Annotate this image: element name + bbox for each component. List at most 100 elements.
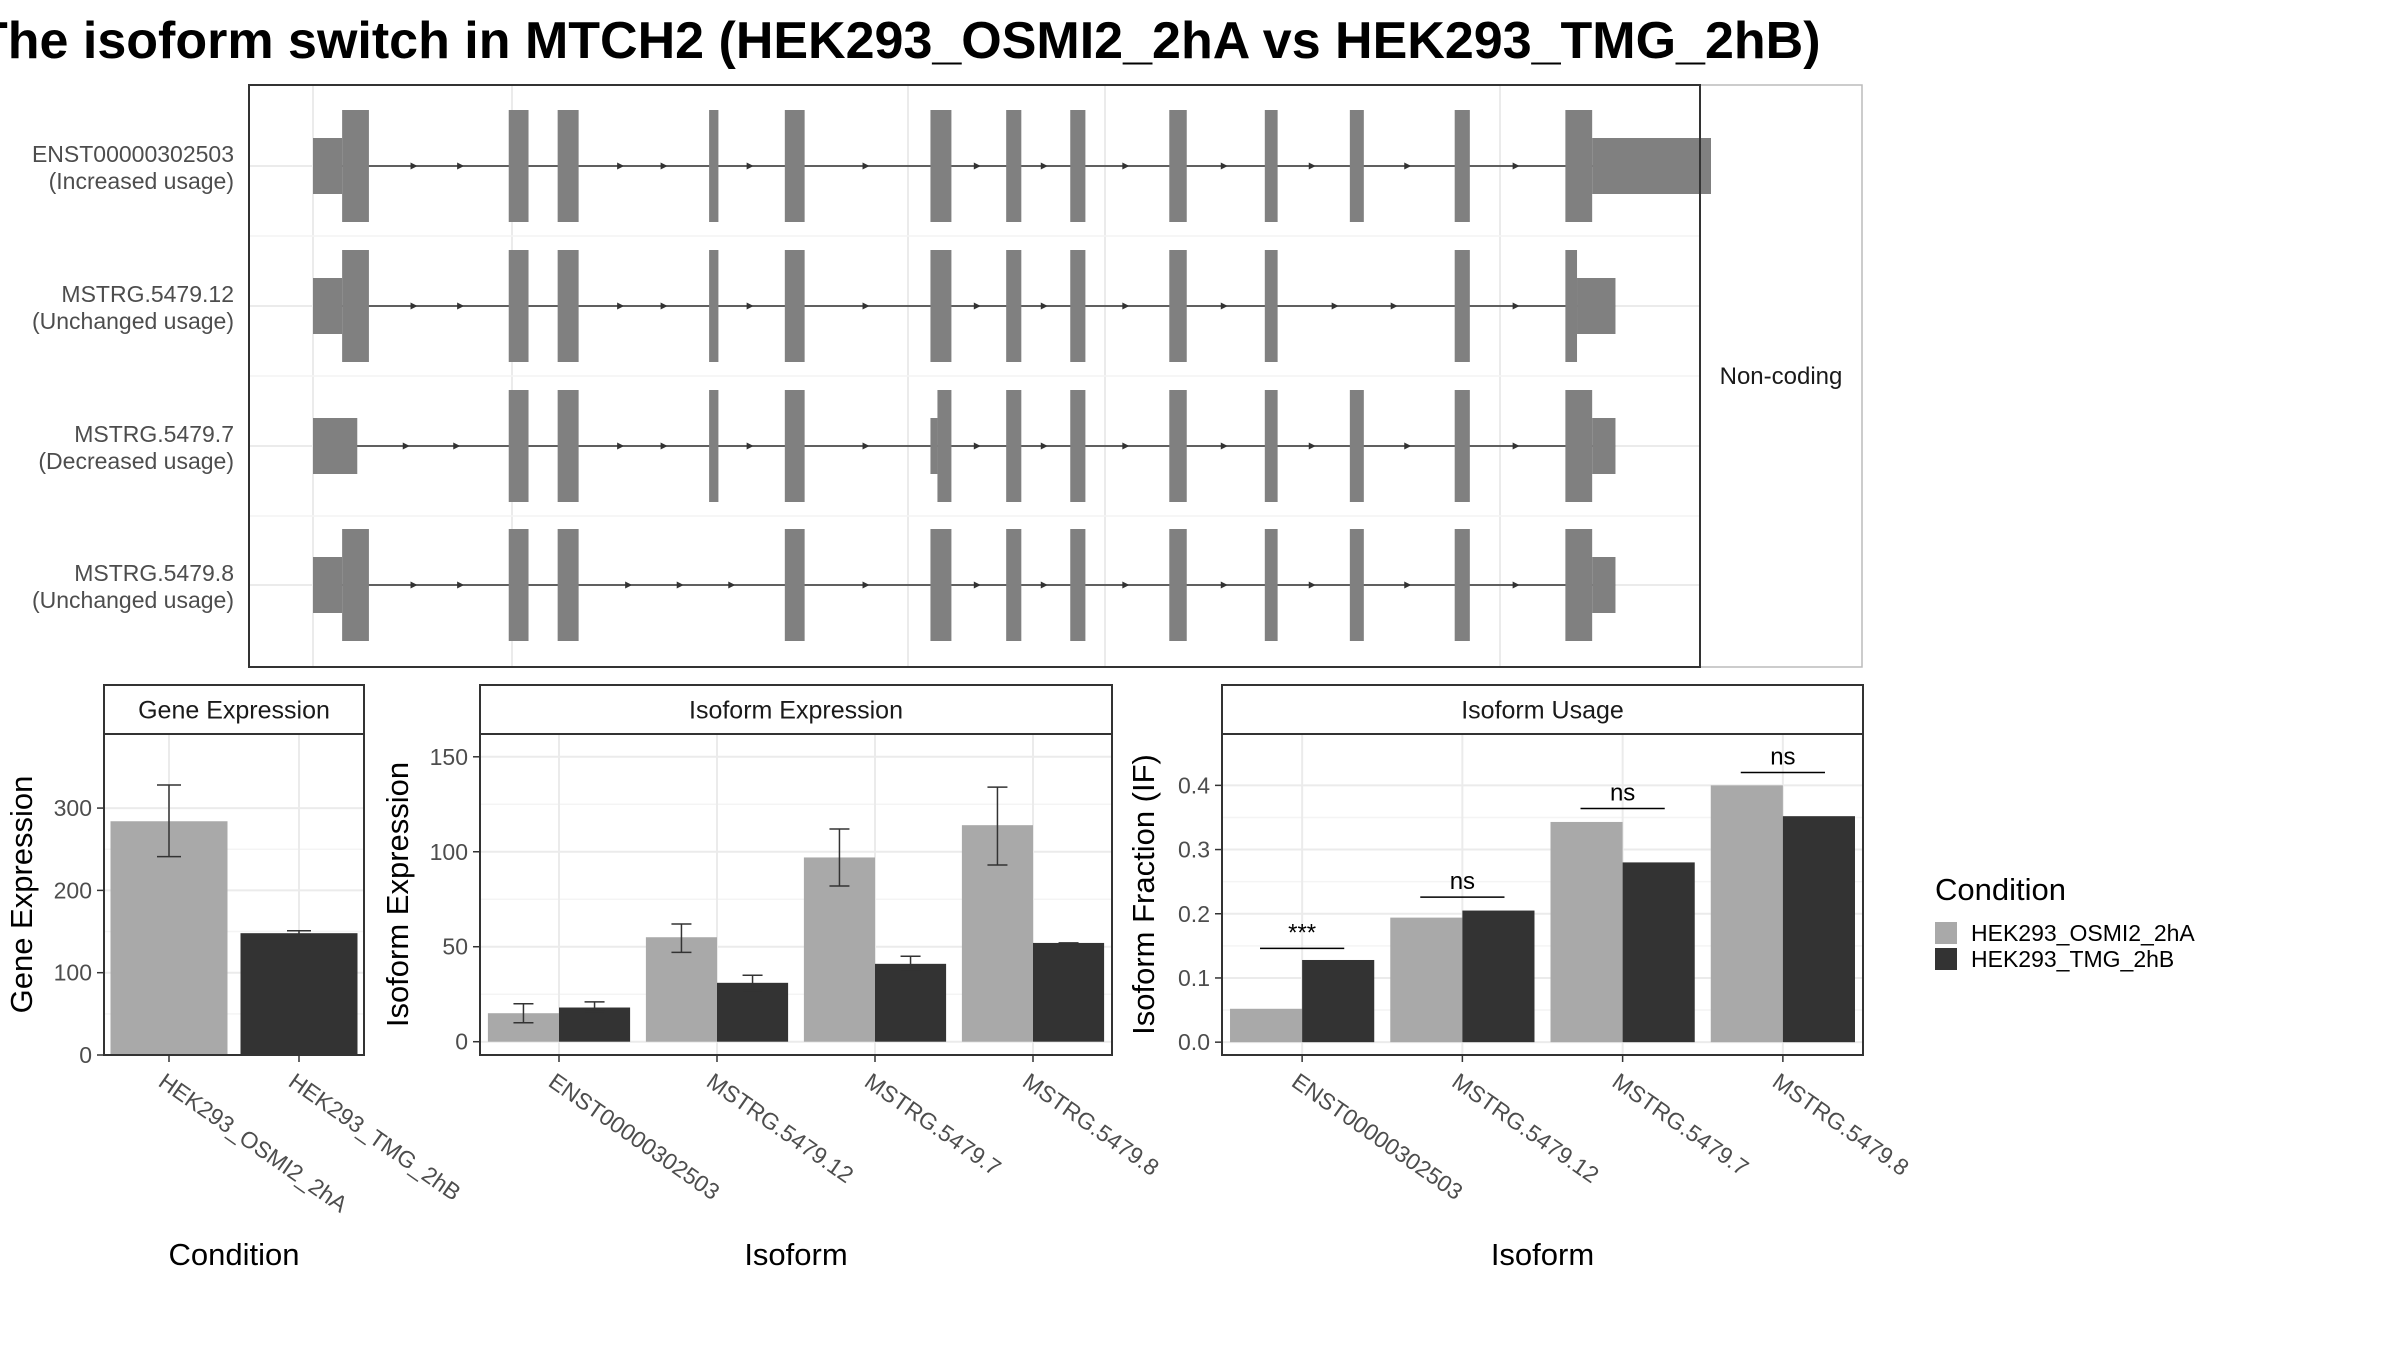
- intron-arrow: [660, 302, 668, 310]
- intron-arrow: [862, 581, 870, 589]
- intron-arrow: [973, 162, 981, 170]
- exon-block: [1169, 390, 1187, 502]
- exon-block: [784, 529, 805, 641]
- exon-block: [1070, 110, 1086, 222]
- exon-block: [1264, 110, 1278, 222]
- y-tick-label: 100: [54, 960, 92, 986]
- intron-arrow: [1512, 162, 1520, 170]
- intron-arrow: [1390, 302, 1398, 310]
- intron-arrow: [862, 162, 870, 170]
- x-axis-title: Isoform: [1491, 1237, 1594, 1272]
- intron-arrow: [746, 442, 754, 450]
- exon-block: [784, 390, 805, 502]
- intron-arrow: [1404, 442, 1412, 450]
- intron-arrow: [1331, 302, 1339, 310]
- bar: [803, 857, 875, 1042]
- gene-structure-panel: Non-coding ENST00000302503(Increased usag…: [32, 84, 1863, 668]
- intron-arrow: [1220, 581, 1228, 589]
- intron-arrow: [617, 162, 625, 170]
- intron-arrow: [676, 581, 684, 589]
- intron-arrow: [410, 302, 418, 310]
- intron-arrow: [453, 442, 461, 450]
- significance-label: ***: [1288, 919, 1316, 946]
- panel-strip-label: Isoform Expression: [689, 697, 903, 725]
- bar: [1302, 959, 1375, 1043]
- panel-strip: [103, 684, 365, 735]
- exon-block: [1454, 110, 1470, 222]
- exon-block: [1264, 529, 1278, 641]
- exon-block: [1006, 529, 1022, 641]
- exon-block: [1070, 390, 1086, 502]
- intron-arrow: [973, 302, 981, 310]
- bar: [1033, 942, 1105, 1042]
- significance-label: ns: [1610, 779, 1635, 806]
- exon-block: [342, 250, 369, 362]
- y-tick-label: 0: [455, 1029, 468, 1055]
- exon-block: [508, 390, 529, 502]
- panel-strip: [1221, 684, 1864, 735]
- y-tick-label: 0.0: [1178, 1029, 1210, 1055]
- intron-arrow: [1040, 162, 1048, 170]
- exon-block: [1169, 250, 1187, 362]
- exon-block: [508, 529, 529, 641]
- transcript-usage-label: (Unchanged usage): [32, 587, 234, 613]
- intron-arrow: [1308, 581, 1316, 589]
- exon-block: [1349, 110, 1364, 222]
- intron-arrow: [457, 302, 465, 310]
- y-tick-label: 0.3: [1178, 837, 1210, 863]
- intron-arrow: [862, 302, 870, 310]
- exon-block: [709, 390, 719, 502]
- intron-arrow: [660, 162, 668, 170]
- x-axis-title: Condition: [169, 1237, 300, 1272]
- exon-block: [313, 278, 343, 334]
- exon-block: [1565, 250, 1578, 362]
- exon-block: [1577, 278, 1616, 334]
- intron-arrow: [660, 442, 668, 450]
- intron-arrow: [402, 442, 410, 450]
- structure-strip-label: Non-coding: [1720, 363, 1843, 390]
- exon-block: [930, 529, 952, 641]
- legend-item-label: HEK293_OSMI2_2hA: [1971, 920, 2195, 946]
- transcript-usage-label: (Decreased usage): [38, 448, 234, 474]
- exon-block: [784, 110, 805, 222]
- transcript-label: MSTRG.5479.12: [61, 281, 234, 307]
- legend-swatch: [1935, 948, 1957, 970]
- exon-block: [557, 110, 579, 222]
- bar: [875, 963, 947, 1042]
- exon-block: [557, 390, 579, 502]
- x-tick-label: MSTRG.5479.7: [860, 1068, 1006, 1181]
- x-tick-label: MSTRG.5479.12: [1448, 1068, 1604, 1188]
- x-tick-label: MSTRG.5479.7: [1608, 1068, 1754, 1181]
- bar: [645, 937, 717, 1042]
- intron-arrow: [410, 581, 418, 589]
- y-tick-label: 0.1: [1178, 965, 1210, 991]
- intron-arrow: [410, 162, 418, 170]
- exon-block: [1264, 250, 1278, 362]
- exon-block: [313, 138, 343, 194]
- exon-block: [557, 250, 579, 362]
- bar: [1550, 821, 1623, 1043]
- intron-arrow: [457, 162, 465, 170]
- exon-block: [557, 529, 579, 641]
- intron-arrow: [1512, 302, 1520, 310]
- exon-block: [508, 250, 529, 362]
- exon-block: [1006, 390, 1022, 502]
- bar: [1462, 910, 1535, 1043]
- exon-block: [1070, 529, 1086, 641]
- transcript-usage-label: (Unchanged usage): [32, 308, 234, 334]
- intron-arrow: [746, 162, 754, 170]
- intron-arrow: [1040, 581, 1048, 589]
- exon-block: [1169, 529, 1187, 641]
- exon-block: [1006, 250, 1022, 362]
- bar: [559, 1007, 631, 1042]
- exon-block: [709, 110, 719, 222]
- exon-block: [1454, 250, 1470, 362]
- transcript-label: MSTRG.5479.8: [74, 560, 234, 586]
- x-tick-label: ENST00000302503: [544, 1068, 724, 1205]
- exon-block: [930, 250, 952, 362]
- intron-arrow: [1122, 302, 1130, 310]
- exon-block: [508, 110, 529, 222]
- bar: [717, 982, 789, 1042]
- exon-block: [342, 110, 369, 222]
